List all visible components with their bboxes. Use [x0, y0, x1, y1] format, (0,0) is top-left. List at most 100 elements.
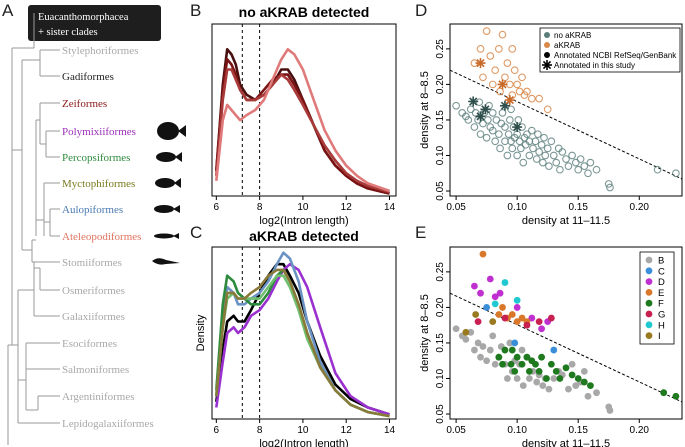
d-point-akrab — [491, 66, 500, 75]
e-point-group-d — [528, 314, 536, 322]
panel-b-density-no-akrab: no aKRAB detected 6 8 10 12 14 log2(Intron le… — [211, 4, 397, 227]
e-point-group-d — [538, 325, 545, 333]
d-legend-marker-study-stroke — [542, 60, 552, 70]
d-point-no-akrab — [476, 130, 485, 139]
d-point-no-akrab — [482, 133, 491, 142]
d-point-no-akrab — [564, 162, 573, 170]
d-point-akrab — [518, 73, 526, 82]
e-point-group-b — [533, 378, 541, 386]
panelC-xtick-label: 12 — [341, 425, 353, 436]
d-point-no-akrab — [514, 116, 523, 124]
panelD-xtick-label: 0.05 — [446, 202, 466, 213]
d-point-akrab — [503, 59, 512, 67]
fish-silhouettes — [152, 122, 186, 265]
d-point-no-akrab — [606, 183, 614, 192]
e-point-group-b — [479, 343, 487, 350]
e-point-group-b — [545, 385, 553, 393]
d-point-no-akrab — [498, 108, 507, 117]
d-point-akrab — [501, 73, 509, 82]
e-point-group-b — [471, 346, 478, 354]
e-legend-label: D — [658, 277, 665, 288]
e-legend-label: I — [658, 331, 661, 342]
e-legend-marker-c — [645, 267, 653, 275]
e-point-group-b — [525, 375, 533, 382]
e-legend-label: E — [658, 288, 664, 299]
d-point-no-akrab — [541, 151, 550, 160]
e-point-group-f — [518, 360, 526, 368]
panelD-xtick-label: 0.20 — [630, 202, 650, 213]
panelC-xtick-label: 8 — [257, 425, 263, 436]
e-point-group-f — [499, 360, 506, 368]
e-point-group-i — [462, 328, 470, 336]
taxon-label-aulopiformes: Aulopiformes — [62, 204, 123, 216]
d-point-no-akrab — [584, 169, 592, 178]
d-point-no-akrab — [492, 116, 501, 124]
panelB-xtick-label: 12 — [341, 202, 353, 213]
e-legend-marker-h — [645, 321, 653, 329]
panelD-trend-line — [449, 69, 683, 180]
taxon-labels: Stylephoriformes Gadiformes Zeiformes Polym… — [62, 45, 154, 430]
d-point-no-akrab — [515, 137, 524, 146]
d-point-no-akrab — [470, 123, 479, 131]
d-point-no-akrab — [653, 165, 662, 174]
panelB-xtick-label: 6 — [214, 202, 220, 213]
e-point-group-g — [501, 314, 509, 322]
root-clade-box — [28, 5, 161, 41]
taxon-label-ateleopodiformes: Ateleopodiformes — [62, 231, 141, 243]
panelB-xtick-label: 8 — [257, 202, 263, 213]
d-point-no-akrab — [516, 144, 525, 153]
panel-label-d: D — [415, 1, 427, 20]
d-star-no-akrab — [512, 122, 523, 133]
zeiformes-fish-tail-icon — [178, 125, 186, 137]
d-point-no-akrab — [586, 158, 595, 167]
taxon-label-salmoniformes: Salmoniformes — [62, 364, 129, 376]
panelE-xtick-label: 0.10 — [507, 425, 527, 436]
d-point-no-akrab — [464, 116, 473, 124]
e-point-group-f — [556, 375, 564, 382]
d-star-no-akrab-stroke — [476, 112, 485, 121]
d-point-no-akrab — [452, 101, 460, 110]
e-point-group-b — [593, 389, 600, 397]
panelC-xtick-label: 6 — [214, 425, 220, 436]
panel-label-e: E — [415, 223, 426, 242]
d-point-no-akrab — [545, 162, 553, 170]
d-star-no-akrab-stroke — [513, 122, 522, 132]
e-point-group-d — [491, 293, 499, 301]
e-point-group-f — [513, 353, 521, 361]
panel-c-density-akrab: aKRAB detected 6 8 10 12 14 log2(Intron lengt… — [195, 228, 397, 447]
panelE-ytick-label: 0.15 — [435, 333, 446, 353]
d-point-no-akrab — [538, 158, 547, 167]
panelC-series-purple — [215, 262, 390, 416]
d-point-akrab — [523, 87, 531, 96]
e-point-group-g — [474, 318, 482, 326]
e-point-group-b — [519, 382, 527, 389]
d-point-akrab — [494, 45, 503, 53]
e-point-group-e — [513, 318, 521, 326]
d-point-no-akrab — [491, 137, 500, 146]
e-point-group-b — [452, 325, 460, 333]
d-star-no-akrab — [480, 104, 491, 115]
polymixiiformes-fish-icon — [156, 152, 176, 162]
e-point-group-d — [486, 275, 494, 283]
e-point-group-g — [547, 314, 555, 322]
d-point-akrab — [482, 27, 491, 35]
e-point-group-b — [462, 335, 470, 343]
panelD-ytick-label: 0.10 — [435, 145, 446, 165]
polymixiiformes-fish-tail-icon — [175, 152, 182, 162]
percopsiformes-fish-icon — [155, 178, 175, 188]
aulopiformes-fish-icon — [154, 233, 174, 239]
e-point-group-f — [532, 360, 539, 368]
e-point-group-e — [508, 311, 516, 318]
e-point-group-c — [483, 304, 491, 311]
taxon-label-osmeriformes: Osmeriformes — [62, 285, 125, 297]
panelE-xtick-label: 0.15 — [568, 425, 588, 436]
e-point-group-f — [507, 360, 515, 368]
panel-label-b: B — [190, 1, 201, 20]
d-legend-label: Annotated NCBI RefSeq/GenBank — [554, 51, 677, 60]
panel-d-scatter: 0.05 0.10 0.15 0.20 0.05 0.10 0.15 0.20 0.25 dens… — [419, 23, 683, 227]
taxon-label-percopsiformes: Percopsiformes — [62, 152, 130, 164]
panelE-xtick-label: 0.05 — [446, 425, 466, 436]
d-point-no-akrab — [503, 151, 512, 160]
e-point-group-b — [477, 353, 484, 361]
e-point-group-c — [550, 346, 558, 354]
